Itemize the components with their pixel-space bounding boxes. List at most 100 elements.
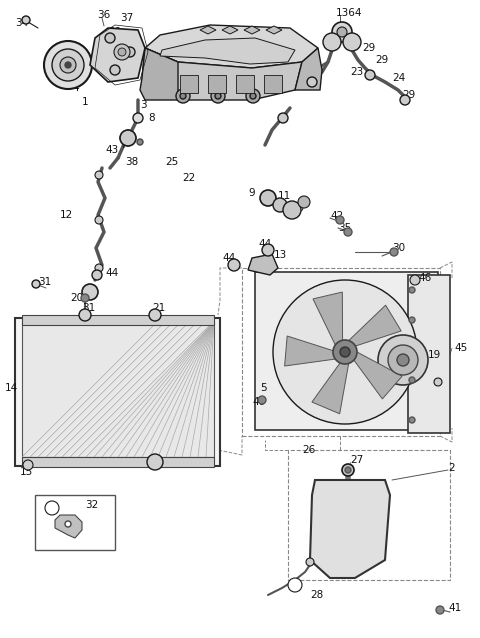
Bar xyxy=(22,457,214,467)
Text: 21: 21 xyxy=(152,303,165,313)
Circle shape xyxy=(228,259,240,271)
Text: 46: 46 xyxy=(418,273,431,283)
Text: 27: 27 xyxy=(350,455,363,465)
Circle shape xyxy=(250,93,256,99)
Circle shape xyxy=(95,171,103,179)
Polygon shape xyxy=(145,25,318,68)
Circle shape xyxy=(149,309,161,321)
Text: 31: 31 xyxy=(38,277,51,287)
Bar xyxy=(22,322,214,457)
Circle shape xyxy=(44,41,92,89)
Circle shape xyxy=(215,93,221,99)
Text: 26: 26 xyxy=(302,445,315,455)
Text: 29: 29 xyxy=(298,53,311,63)
Bar xyxy=(35,495,115,550)
Bar xyxy=(288,450,450,580)
Text: 29: 29 xyxy=(402,90,415,100)
Polygon shape xyxy=(244,26,260,34)
Text: 29: 29 xyxy=(362,43,375,53)
Circle shape xyxy=(365,70,375,80)
Bar xyxy=(180,75,198,93)
Polygon shape xyxy=(55,515,82,538)
Circle shape xyxy=(133,113,143,123)
Polygon shape xyxy=(222,26,238,34)
Circle shape xyxy=(345,467,351,473)
Circle shape xyxy=(336,216,344,224)
Polygon shape xyxy=(142,48,302,100)
Text: 41: 41 xyxy=(448,603,461,613)
Circle shape xyxy=(147,454,163,470)
Text: 29: 29 xyxy=(375,55,388,65)
Bar xyxy=(264,75,282,93)
Circle shape xyxy=(434,378,442,386)
Circle shape xyxy=(332,22,352,42)
Polygon shape xyxy=(266,26,282,34)
Circle shape xyxy=(258,396,266,404)
Circle shape xyxy=(410,275,420,285)
Circle shape xyxy=(120,130,136,146)
Circle shape xyxy=(260,190,276,206)
Polygon shape xyxy=(312,361,348,414)
Text: 16: 16 xyxy=(22,333,34,343)
Polygon shape xyxy=(348,305,401,346)
Text: 6: 6 xyxy=(382,373,389,383)
Text: 42: 42 xyxy=(330,211,343,221)
Polygon shape xyxy=(140,48,178,100)
Text: 19: 19 xyxy=(428,350,441,360)
Circle shape xyxy=(400,95,410,105)
Text: a: a xyxy=(289,581,295,590)
Bar xyxy=(22,315,214,325)
Text: 9: 9 xyxy=(248,188,254,198)
Text: 22: 22 xyxy=(182,173,195,183)
Circle shape xyxy=(114,44,130,60)
Circle shape xyxy=(283,201,301,219)
Polygon shape xyxy=(313,292,343,345)
Text: 10: 10 xyxy=(292,203,305,213)
Bar xyxy=(15,318,220,466)
Circle shape xyxy=(246,89,260,103)
Circle shape xyxy=(60,57,76,73)
Text: 4: 4 xyxy=(72,83,79,93)
Text: 25: 25 xyxy=(165,157,178,167)
Circle shape xyxy=(22,16,30,24)
Text: 17: 17 xyxy=(22,343,35,353)
Text: 35: 35 xyxy=(338,223,351,233)
Circle shape xyxy=(342,464,354,476)
Text: 30: 30 xyxy=(392,243,405,253)
Bar xyxy=(208,75,226,93)
Circle shape xyxy=(32,280,40,288)
Circle shape xyxy=(273,198,287,212)
Text: 12: 12 xyxy=(60,210,73,220)
Circle shape xyxy=(262,244,274,256)
Text: 5: 5 xyxy=(260,383,266,393)
Circle shape xyxy=(125,47,135,57)
Text: 8: 8 xyxy=(148,113,155,123)
Bar xyxy=(255,272,438,430)
Text: 37: 37 xyxy=(120,13,133,23)
Bar xyxy=(242,268,440,436)
Circle shape xyxy=(105,33,115,43)
Circle shape xyxy=(110,65,120,75)
Polygon shape xyxy=(295,48,322,90)
Circle shape xyxy=(65,521,71,527)
Polygon shape xyxy=(160,38,295,64)
Text: 3: 3 xyxy=(140,100,146,110)
Text: 33: 33 xyxy=(365,517,378,527)
Text: 43: 43 xyxy=(105,145,118,155)
Polygon shape xyxy=(310,480,390,578)
Polygon shape xyxy=(353,352,402,399)
Circle shape xyxy=(118,48,126,56)
Circle shape xyxy=(23,460,33,470)
Text: 39: 39 xyxy=(108,27,121,37)
Text: 36: 36 xyxy=(97,10,110,20)
Circle shape xyxy=(81,294,89,302)
Circle shape xyxy=(323,33,341,51)
Bar xyxy=(236,75,254,93)
Text: 2: 2 xyxy=(448,463,455,473)
Circle shape xyxy=(340,347,350,357)
Polygon shape xyxy=(285,336,336,366)
Circle shape xyxy=(278,113,288,123)
Text: 28: 28 xyxy=(310,590,323,600)
Text: a: a xyxy=(46,503,52,512)
Circle shape xyxy=(306,558,314,566)
